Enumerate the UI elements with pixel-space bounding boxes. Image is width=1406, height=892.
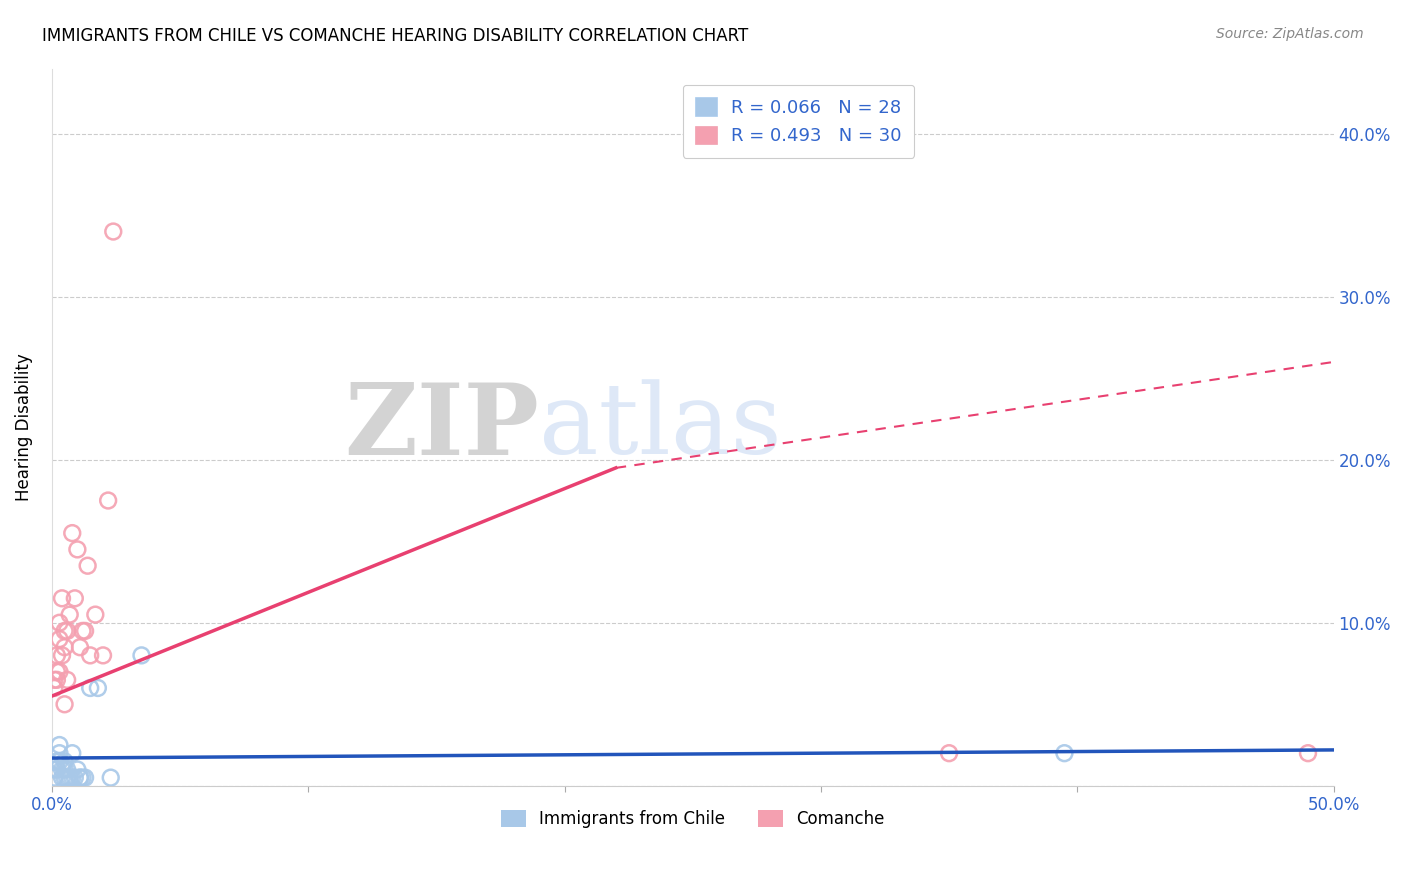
Point — [56, 624, 79, 638]
Point — [63, 771, 86, 785]
Point — [48, 615, 70, 630]
Point — [75, 624, 97, 638]
Point — [69, 771, 91, 785]
Point — [51, 771, 73, 785]
Point — [87, 681, 110, 695]
Point — [131, 648, 153, 663]
Point — [66, 542, 89, 557]
Point — [63, 591, 86, 606]
Point — [48, 746, 70, 760]
Point — [91, 648, 114, 663]
Point — [97, 493, 120, 508]
Point — [53, 771, 76, 785]
Point — [59, 771, 82, 785]
Point — [44, 771, 66, 785]
Point — [48, 632, 70, 646]
Point — [72, 624, 94, 638]
Point — [79, 648, 101, 663]
Point — [45, 673, 67, 687]
Point — [72, 771, 94, 785]
Point — [66, 763, 89, 777]
Point — [48, 755, 70, 769]
Point — [51, 763, 73, 777]
Point — [48, 738, 70, 752]
Point — [56, 673, 79, 687]
Point — [76, 558, 98, 573]
Point — [45, 665, 67, 679]
Point — [1053, 746, 1076, 760]
Point — [45, 755, 67, 769]
Text: Source: ZipAtlas.com: Source: ZipAtlas.com — [1216, 27, 1364, 41]
Point — [44, 673, 66, 687]
Point — [79, 681, 101, 695]
Point — [100, 771, 122, 785]
Point — [60, 771, 83, 785]
Point — [53, 624, 76, 638]
Text: ZIP: ZIP — [344, 378, 538, 475]
Point — [84, 607, 107, 622]
Point — [48, 665, 70, 679]
Point — [44, 681, 66, 695]
Point — [69, 640, 91, 655]
Point — [56, 763, 79, 777]
Point — [53, 698, 76, 712]
Point — [51, 648, 73, 663]
Point — [44, 763, 66, 777]
Point — [56, 771, 79, 785]
Point — [51, 591, 73, 606]
Point — [45, 648, 67, 663]
Point — [938, 746, 960, 760]
Point — [69, 771, 91, 785]
Point — [60, 526, 83, 541]
Legend: Immigrants from Chile, Comanche: Immigrants from Chile, Comanche — [494, 804, 891, 835]
Point — [53, 755, 76, 769]
Y-axis label: Hearing Disability: Hearing Disability — [15, 353, 32, 501]
Point — [59, 607, 82, 622]
Point — [45, 763, 67, 777]
Point — [75, 771, 97, 785]
Point — [53, 640, 76, 655]
Text: IMMIGRANTS FROM CHILE VS COMANCHE HEARING DISABILITY CORRELATION CHART: IMMIGRANTS FROM CHILE VS COMANCHE HEARIN… — [42, 27, 748, 45]
Text: atlas: atlas — [538, 379, 782, 475]
Point — [103, 225, 125, 239]
Point — [1296, 746, 1319, 760]
Point — [60, 746, 83, 760]
Point — [53, 763, 76, 777]
